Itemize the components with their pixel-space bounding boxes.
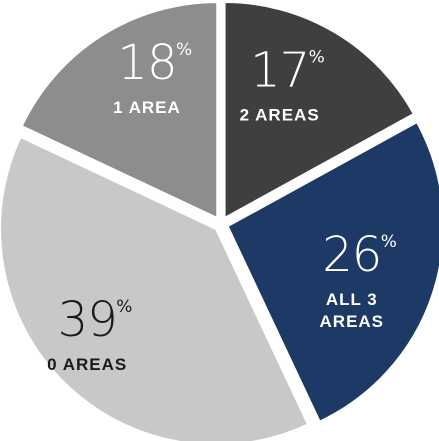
slice-category-label: ALL 3 [326, 290, 378, 309]
slice-category-label: AREAS [320, 312, 385, 331]
slice-label-group: 17 % 2 AREAS [240, 43, 325, 125]
percent-sign: % [116, 297, 132, 317]
slice-value-label: 18 [117, 35, 176, 91]
slice-label-group: 26 % ALL 3 AREAS [320, 227, 397, 331]
pie-labels: 17 % 2 AREAS 26 % ALL 3 AREAS 39 % 0 AREAS 18 % 1 AR… [47, 35, 397, 374]
pie-slice-1-area [20, 1, 219, 220]
slice-value-label: 26 [322, 227, 381, 283]
slice-value-label: 17 [250, 43, 309, 99]
slice-label-group: 18 % 1 AREA [113, 35, 192, 117]
percent-sign: % [381, 232, 397, 252]
slice-value-label: 39 [58, 292, 117, 348]
percent-sign: % [176, 40, 192, 60]
pie-slice-all-3-areas [226, 120, 439, 423]
slice-category-label: 0 AREAS [47, 355, 127, 374]
slice-category-label: 2 AREAS [240, 106, 320, 125]
pie-slice-2-areas [223, 0, 416, 220]
slice-category-label: 1 AREA [113, 98, 181, 117]
slice-label-group: 39 % 0 AREAS [47, 292, 132, 374]
percent-sign: % [309, 48, 325, 68]
pie-slice-0-areas [0, 135, 310, 441]
